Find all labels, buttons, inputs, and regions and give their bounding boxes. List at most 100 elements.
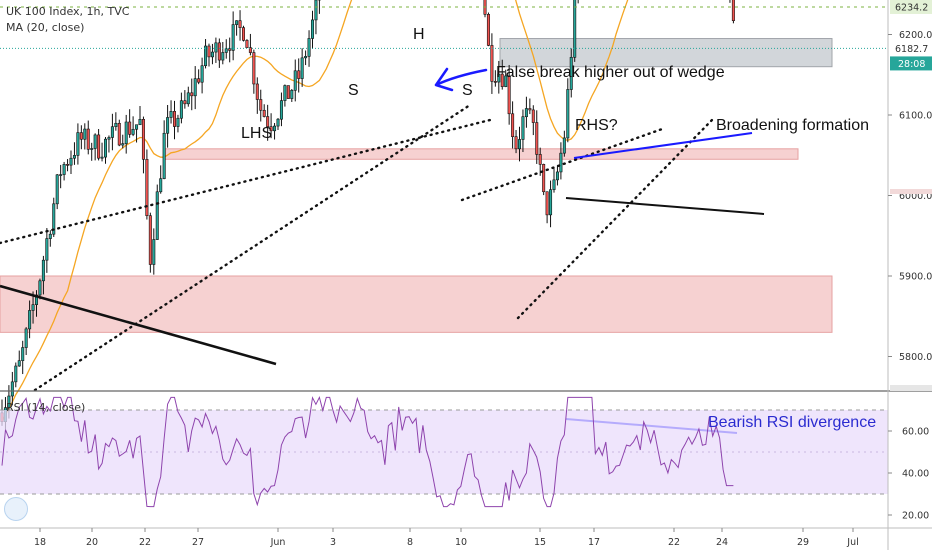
candle-down: [542, 164, 546, 193]
descending-trendline: [0, 284, 277, 366]
candle-down: [183, 100, 187, 105]
candle-up: [24, 328, 28, 348]
candle-up: [279, 100, 283, 120]
time-tick-label: Jul: [846, 537, 858, 548]
candle-up: [7, 395, 11, 408]
last-price-badge: 6182.7: [895, 44, 928, 55]
candle-up: [38, 280, 42, 296]
candle-down: [197, 78, 201, 83]
candle-up: [290, 90, 294, 99]
candle-up: [138, 119, 142, 126]
hidden-bottom-badge: [890, 385, 932, 391]
candle-down: [535, 122, 539, 155]
rsi-line: [1, 395, 734, 508]
candle-down: [538, 154, 542, 165]
candle-up: [300, 57, 304, 79]
ma-indicator-label[interactable]: MA (20, close): [6, 21, 85, 34]
candle-down: [297, 70, 301, 79]
time-tick-label: 15: [534, 537, 546, 548]
ma-line: [1, 0, 629, 422]
candle-up: [524, 108, 528, 118]
candle-down: [217, 42, 221, 61]
candle-down: [511, 113, 515, 137]
candle-down: [207, 45, 211, 58]
candle-up: [559, 152, 563, 173]
candle-up: [517, 139, 521, 150]
rsi-tick-label: 60.00: [902, 427, 929, 438]
time-tick-label: 18: [34, 537, 46, 548]
candle-up: [521, 116, 525, 140]
candle-down: [528, 108, 532, 111]
candle-down: [269, 126, 273, 132]
time-tick-label: 27: [192, 537, 204, 548]
candle-down: [490, 45, 494, 82]
candle-up: [41, 259, 45, 282]
candle-down: [173, 111, 177, 127]
candle-down: [66, 164, 70, 166]
rsi-indicator-label[interactable]: RSI (14, close): [6, 401, 86, 414]
candle-up: [176, 117, 180, 127]
broadening-top-line: [573, 132, 753, 159]
time-tick-label: 22: [139, 537, 151, 548]
last-price-badge-bg: [890, 40, 932, 56]
candle-down: [117, 122, 121, 146]
candle-down: [242, 27, 246, 41]
candle-up: [304, 56, 308, 59]
candle-up: [48, 233, 52, 239]
time-tick-label: 17: [588, 537, 600, 548]
candle-down: [228, 48, 232, 51]
ma-value-badge: 6234.2: [895, 2, 928, 13]
candle-up: [200, 65, 204, 83]
candle-up: [131, 128, 135, 135]
annotation-head: H: [413, 26, 425, 43]
annotation-broadening: Broadening formation: [716, 117, 869, 134]
candle-down: [286, 85, 290, 99]
candle-down: [262, 109, 266, 117]
candle-up: [179, 100, 183, 119]
candle-up: [566, 89, 570, 139]
candle-up: [497, 73, 501, 83]
candle-down: [545, 191, 549, 216]
candle-up: [76, 132, 80, 156]
candle-up: [552, 179, 556, 190]
annotation-lhs: LHS: [241, 125, 273, 142]
candle-up: [14, 365, 18, 383]
candle-up: [549, 189, 553, 216]
candle-up: [573, 0, 577, 58]
candle-up: [155, 191, 159, 240]
candle-up: [224, 48, 228, 53]
chart-title: UK 100 Index, 1h, TVC: [6, 5, 130, 18]
candle-down: [731, 0, 735, 21]
candle-up: [152, 239, 156, 265]
candle-up: [110, 126, 114, 138]
candle-down: [266, 116, 270, 127]
time-tick-label: 24: [716, 537, 728, 548]
candle-up: [162, 132, 166, 179]
candle-up: [169, 111, 173, 118]
candle-up: [231, 24, 235, 51]
candle-down: [128, 121, 132, 135]
broadening-lower-trendline: [516, 118, 714, 320]
candle-up: [83, 128, 87, 140]
candle-up: [310, 19, 314, 39]
candle-up: [72, 155, 76, 159]
candle-up: [166, 117, 170, 134]
price-tick-label: 5800.0: [899, 352, 932, 363]
candle-down: [97, 134, 101, 159]
candle-up: [293, 70, 297, 91]
candle-up: [62, 164, 66, 175]
candle-up: [186, 92, 190, 105]
candle-down: [252, 52, 256, 85]
neckline-trendline: [565, 197, 765, 215]
wedge-lower-trendline: [33, 103, 472, 392]
ma-value-badge-bg: [890, 0, 932, 14]
candle-down: [500, 73, 504, 87]
candle-up: [124, 121, 128, 144]
zone-support: [0, 275, 833, 333]
tradingview-logo-icon[interactable]: [4, 497, 28, 521]
annotation-false-break: False break higher out of wedge: [496, 64, 725, 81]
candle-up: [114, 122, 118, 127]
candle-up: [107, 137, 111, 140]
countdown-badge-bg: [890, 56, 932, 71]
time-tick-label: 10: [455, 537, 467, 548]
